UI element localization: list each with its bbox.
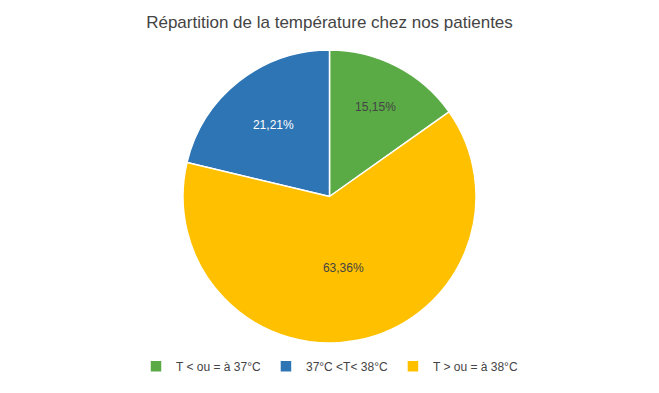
svg-text:63,36%: 63,36% bbox=[323, 261, 364, 275]
svg-text:Répartition de la température: Répartition de la température chez nos p… bbox=[146, 13, 513, 32]
svg-text:T > ou = à 38°C: T > ou = à 38°C bbox=[433, 360, 518, 374]
svg-text:21,21%: 21,21% bbox=[253, 118, 294, 132]
svg-text:37°C <T< 38°C: 37°C <T< 38°C bbox=[306, 360, 388, 374]
svg-text:T < ou = à 37°C: T < ou = à 37°C bbox=[176, 360, 261, 374]
svg-text:15,15%: 15,15% bbox=[355, 100, 396, 114]
